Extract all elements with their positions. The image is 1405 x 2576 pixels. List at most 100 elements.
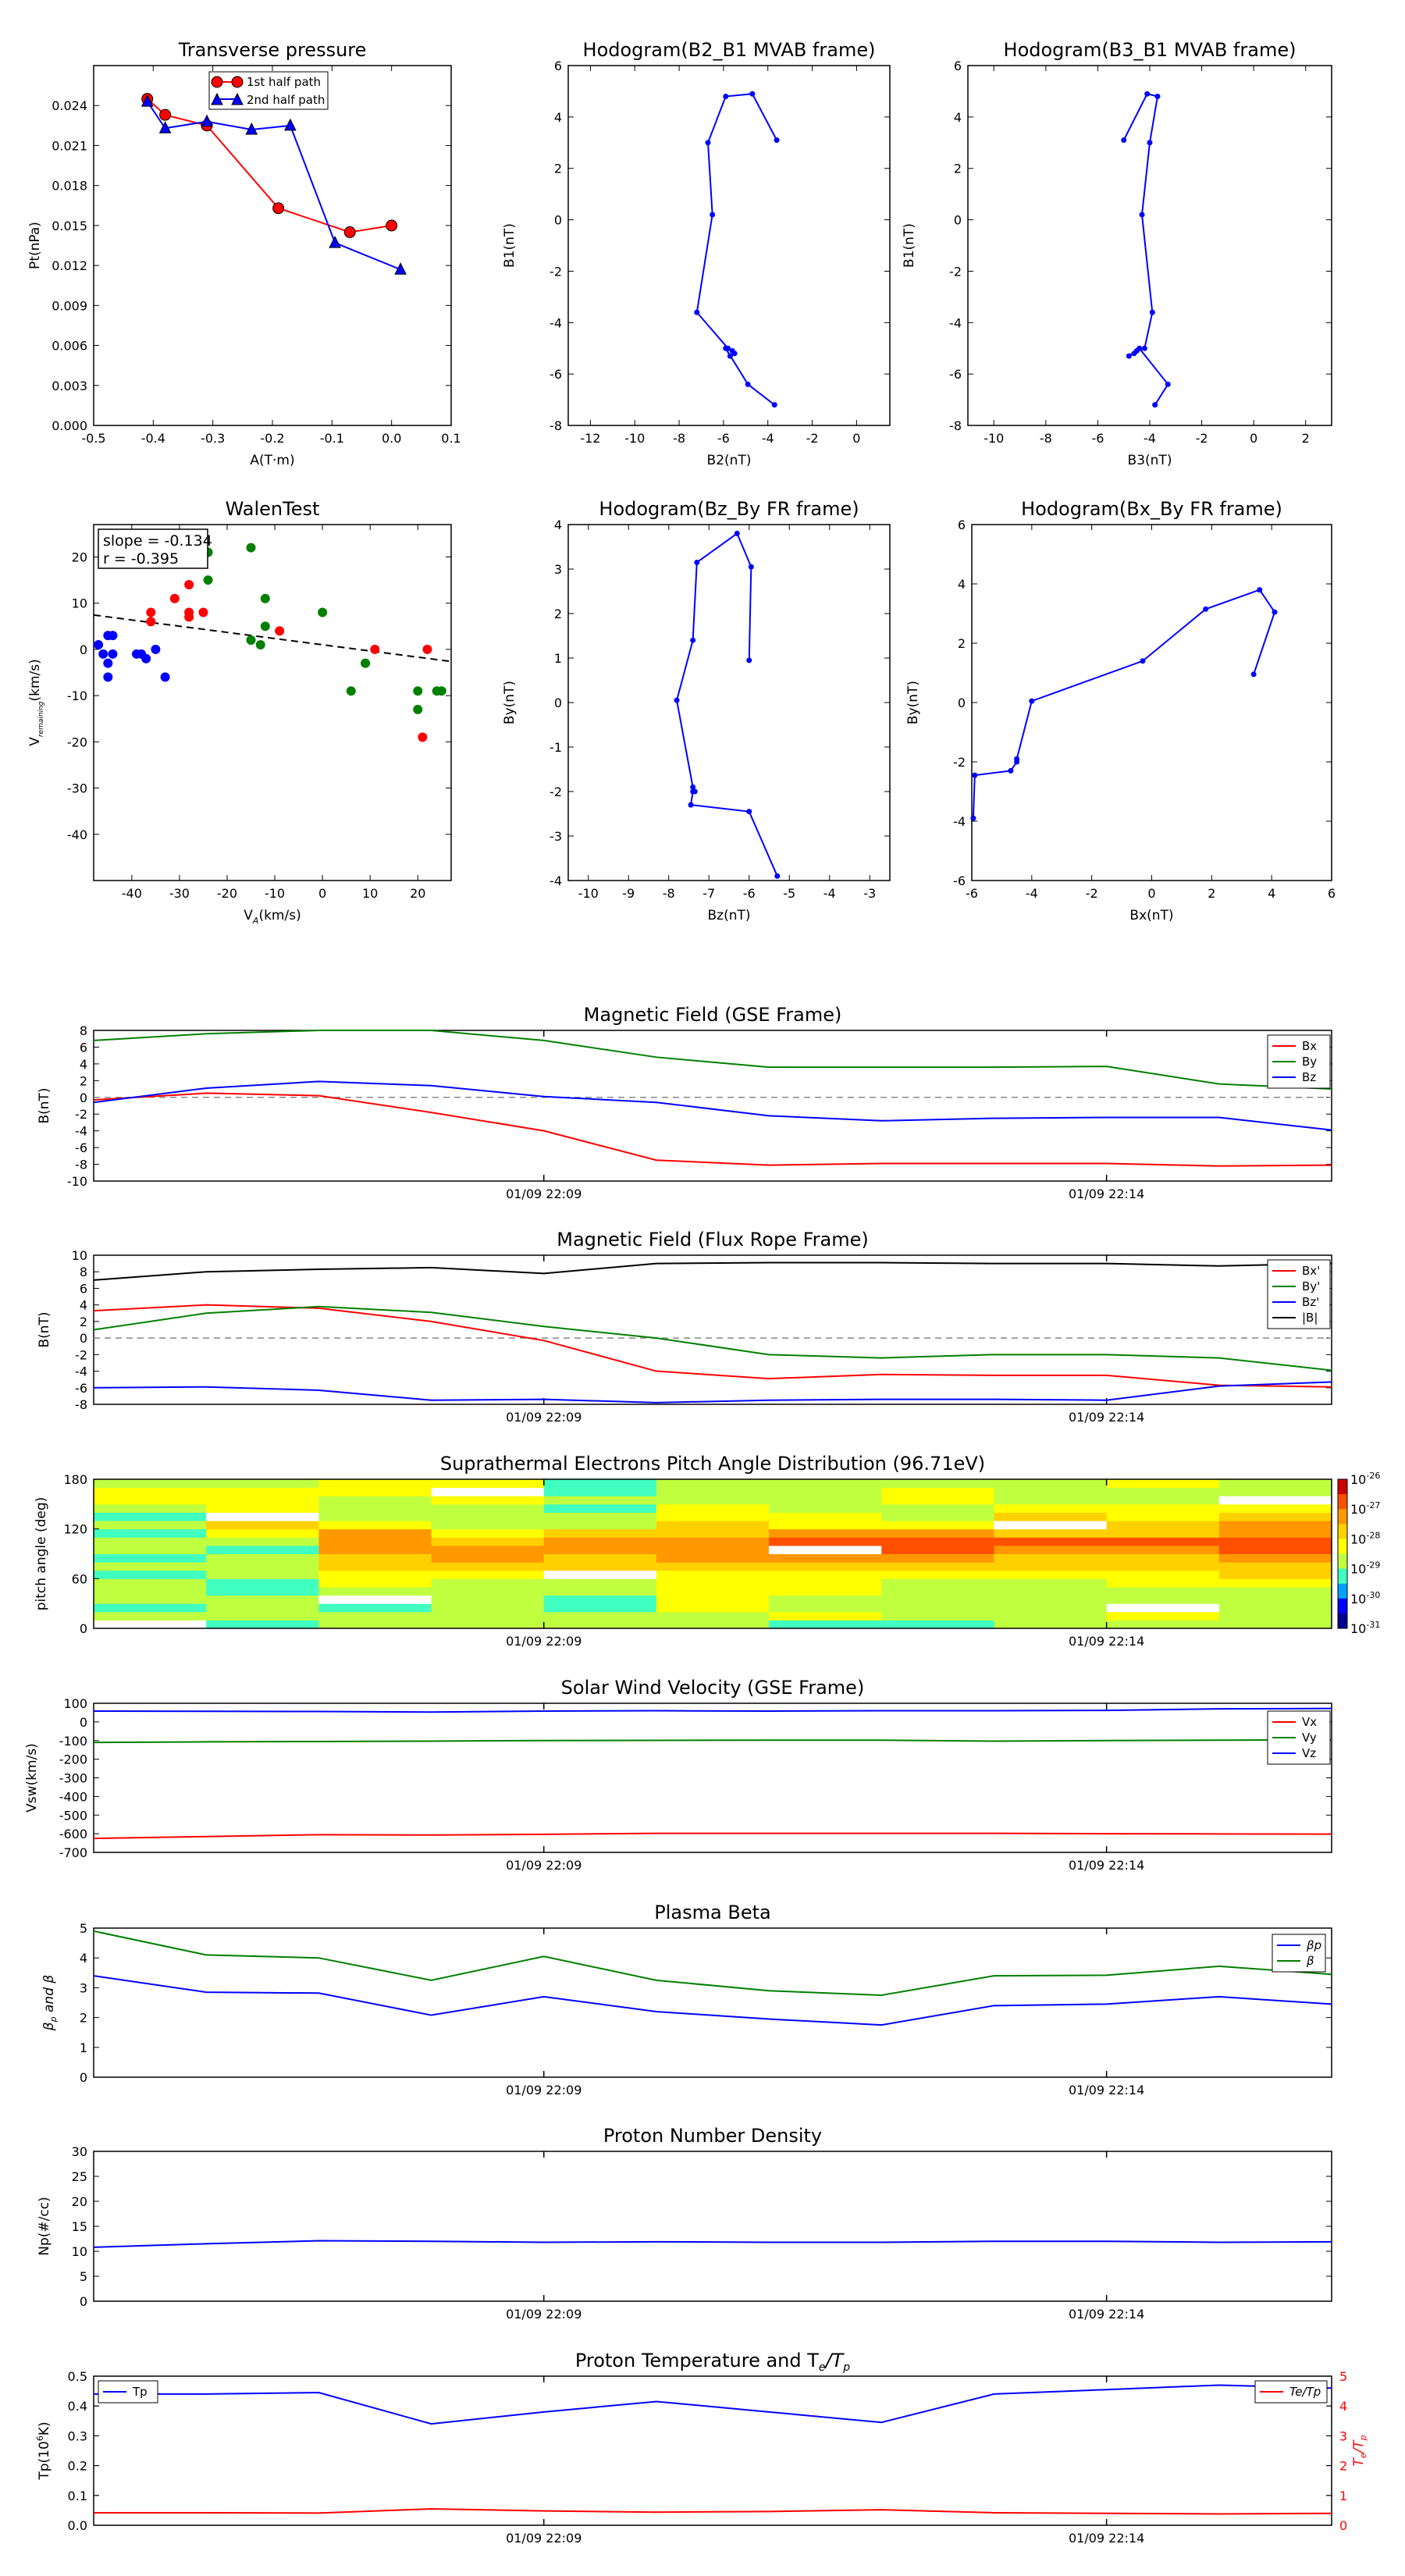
pad-heatmap-cell [543, 1553, 657, 1563]
pad-heatmap-cell [543, 1537, 657, 1546]
vsw-series-line [93, 1738, 1332, 1744]
pt-legend-marker [231, 76, 244, 88]
x-tick-label: -10 [984, 431, 1004, 446]
tp-y-label-tail: K) [37, 2421, 52, 2435]
pad-heatmap-cell [656, 1611, 770, 1621]
x-tick-label: -10 [624, 431, 645, 446]
pad-heatmap-cell [769, 1528, 882, 1538]
pad-heatmap-cell [206, 1528, 319, 1538]
y-tick-label: 0 [80, 1715, 87, 1730]
time-tick-label: 01/09 22:09 [506, 1858, 582, 1873]
pad-heatmap-cell [431, 1578, 545, 1588]
pad-heatmap-cell [318, 1562, 432, 1571]
hodogram-bz-by-x-axis-label: Bz(nT) [707, 908, 750, 923]
hodogram-bx-by-frame [971, 524, 1332, 881]
pad-heatmap-cell [206, 1570, 319, 1579]
y-tick-label: -4 [550, 873, 562, 888]
x-tick-label: 0 [1147, 886, 1155, 901]
walen-data-point [184, 579, 194, 589]
time-tick-label: 01/09 22:14 [1069, 1410, 1144, 1425]
np-title: Proton Number Density [603, 2125, 822, 2147]
y-tick-label: 1 [80, 2041, 87, 2055]
pad-heatmap-cell [994, 1496, 1108, 1505]
hodogram-b3-b1-data-point [1144, 91, 1151, 97]
hodogram-bz-by-data-point [746, 809, 752, 815]
pad-heatmap-cell [1106, 1578, 1220, 1588]
pad-heatmap-cell [94, 1521, 207, 1530]
pad-heatmap-cell [881, 1528, 994, 1538]
beta-series-line [93, 1930, 1332, 1996]
pad-heatmap-cell [318, 1479, 432, 1489]
y-tick-label: 25 [72, 2169, 87, 2184]
hodogram-b2-b1-data-point [771, 402, 777, 408]
hodogram-bx-by-data-point [970, 815, 976, 821]
pad-colorbar-base: 10 [1350, 1592, 1366, 1606]
pad-colorbar-exponent: -30 [1366, 1590, 1380, 1600]
pt-data-point [272, 202, 285, 215]
pad-heatmap-cell [769, 1586, 882, 1596]
pad-heatmap-cell [1218, 1611, 1332, 1621]
hodogram-b3-b1-data-point [1149, 309, 1155, 315]
walen-x-label-sub: A [252, 916, 259, 926]
hodogram-b2-b1-data-point [731, 350, 738, 357]
pad-heatmap-cell [994, 1521, 1108, 1530]
pad-colorbar-segment [1338, 1479, 1347, 1495]
hodogram-bx-by-x-axis-label: Bx(nT) [1129, 908, 1173, 923]
x-tick-label: -6 [743, 886, 756, 901]
vsw-legend-label: Vz [1302, 1746, 1316, 1760]
time-tick-label: 01/09 22:09 [506, 2307, 582, 2322]
pad-heatmap-cell [881, 1570, 994, 1579]
x-tick-label: -4 [1144, 431, 1156, 446]
pad-heatmap-cell [206, 1620, 319, 1629]
x-tick-label: -6 [966, 886, 978, 901]
hodogram-b2-b1-data-point [774, 137, 780, 143]
walen-data-point [413, 686, 423, 696]
hodogram-bx-by-y-axis-label: By(nT) [905, 681, 921, 724]
pad-heatmap-cell [94, 1586, 207, 1596]
pt-data-point [329, 235, 341, 248]
y-tick-label: 0 [80, 2294, 87, 2309]
x-tick-label: -8 [663, 886, 675, 901]
tp-series-line [94, 2507, 1332, 2515]
pad-heatmap-cell [318, 1528, 432, 1538]
pt-data-point [159, 109, 172, 121]
x-tick-label: -20 [217, 886, 237, 901]
pad-heatmap-cell [94, 1562, 207, 1571]
pad-heatmap-cell [431, 1603, 545, 1613]
hodogram-bx-by-data-point [1008, 767, 1014, 774]
walen-data-point [275, 626, 285, 636]
pad-heatmap-cell [881, 1479, 994, 1489]
tp-title-main: Proton Temperature and T [575, 2350, 819, 2371]
x-tick-label: -8 [1040, 431, 1052, 446]
pad-colorbar-base: 10 [1350, 1472, 1366, 1487]
hodogram-b2-b1-frame [567, 65, 891, 426]
walen-data-point [184, 612, 194, 622]
time-tick-label: 01/09 22:09 [506, 1187, 582, 1201]
tp-series-line [94, 2384, 1332, 2425]
hodogram-b3-b1-data-point [1152, 402, 1158, 408]
y-tick-label: -8 [550, 418, 562, 433]
y-tick-label: 10 [72, 1248, 87, 1263]
pad-heatmap-cell [1218, 1570, 1332, 1579]
y-tick-label: 0.3 [68, 2428, 87, 2443]
y-tick-label: -500 [59, 1808, 87, 1823]
y-tick-label: 6 [954, 59, 962, 73]
pad-heatmap-cell [431, 1487, 545, 1496]
y-tick-label: 1 [554, 651, 562, 666]
pad-heatmap-cell [94, 1512, 207, 1521]
b-gse-series-line [93, 1080, 1332, 1131]
pad-heatmap-cell [769, 1496, 882, 1505]
y-tick-label: -6 [949, 367, 962, 382]
y-tick-label: 5 [80, 1921, 87, 1936]
pad-colorbar-exponent: -29 [1366, 1560, 1380, 1571]
pt-data-point [158, 121, 172, 133]
pad-heatmap-cell [318, 1537, 432, 1546]
hodogram-bz-by-y-axis-label: By(nT) [502, 681, 518, 724]
pad-heatmap-cell [994, 1603, 1108, 1613]
pad-colorbar-base: 10 [1350, 1621, 1366, 1636]
b-fr-y-axis-label: B(nT) [37, 1311, 52, 1347]
pad-heatmap-cell [431, 1570, 545, 1579]
pad-heatmap-cell [656, 1595, 770, 1604]
vsw-legend [1267, 1710, 1331, 1765]
pad-heatmap-cell [1106, 1503, 1220, 1513]
